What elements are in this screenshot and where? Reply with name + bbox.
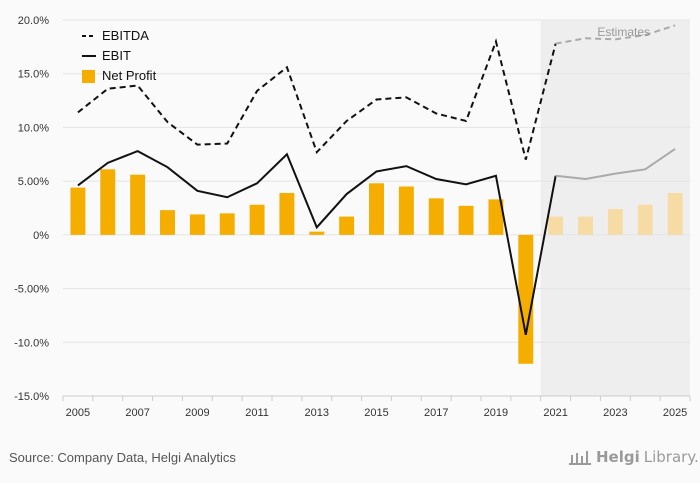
x-tick-label: 2007 (125, 407, 149, 419)
x-tick-label: 2005 (66, 407, 90, 419)
logo-suffix: Library. (643, 448, 699, 466)
x-tick-label: 2019 (484, 407, 508, 419)
x-tick-label: 2023 (603, 407, 627, 419)
ebitda-line (77, 38, 557, 160)
legend-swatch (82, 70, 95, 83)
y-tick-label: -10.0% (14, 337, 49, 349)
net-profit-bar (70, 187, 86, 235)
legend-label: Net Profit (102, 68, 157, 83)
net-profit-bar (369, 183, 384, 235)
ebit-line (77, 149, 557, 335)
net-profit-bar (548, 216, 564, 235)
estimates-region (540, 20, 690, 396)
estimates-label: Estimates (597, 25, 650, 39)
logo-brand: Helgi (596, 448, 640, 466)
source-note: Source: Company Data, Helgi Analytics (9, 450, 236, 465)
net-profit-bar (189, 214, 205, 235)
x-tick-label: 2009 (185, 407, 209, 419)
net-profit-bar (130, 174, 146, 235)
y-tick-label: 10.0% (18, 122, 49, 134)
ebit-estimate-line (555, 148, 676, 181)
net-profit-bar (100, 169, 116, 235)
x-tick-label: 2017 (424, 407, 448, 419)
net-profit-bar (637, 204, 653, 235)
net-profit-bar (309, 231, 325, 235)
y-tick-label: 20.0% (18, 15, 49, 27)
x-tick-label: 2015 (364, 407, 388, 419)
chart: 20.0% 15.0% 10.0% 5.00% 0% -5.00% -10.0% -15.0%… (14, 15, 691, 419)
net-profit-bar (607, 209, 623, 235)
net-profit-bar (339, 216, 355, 235)
ebitda-estimate-line (555, 24, 676, 45)
net-profit-bar (249, 204, 265, 235)
y-tick-label: 15.0% (18, 69, 49, 81)
y-tick-label: -5.00% (14, 284, 49, 296)
x-tick-label: 2025 (663, 407, 687, 419)
y-tick-label: -15.0% (14, 391, 49, 403)
net-profit-bar (667, 192, 683, 235)
y-tick-label: 5.00% (18, 176, 49, 188)
net-profit-bar (458, 205, 474, 235)
x-tick-label: 2013 (305, 407, 329, 419)
legend-label: EBITDA (102, 28, 149, 43)
x-tick-label: 2021 (543, 407, 567, 419)
y-tick-label: 0% (33, 230, 49, 242)
library-building-icon (569, 451, 591, 465)
net-profit-bar (279, 192, 295, 235)
net-profit-bar (219, 213, 235, 235)
net-profit-bar (398, 186, 414, 235)
helgi-library-logo: Helgi Library. (568, 448, 699, 466)
net-profit-bar (428, 198, 444, 235)
net-profit-bar (518, 234, 534, 364)
x-tick-label: 2011 (245, 407, 269, 419)
legend-label: EBIT (102, 48, 131, 63)
net-profit-bar (488, 199, 504, 235)
net-profit-bar (160, 210, 175, 235)
net-profit-bar (578, 216, 593, 235)
